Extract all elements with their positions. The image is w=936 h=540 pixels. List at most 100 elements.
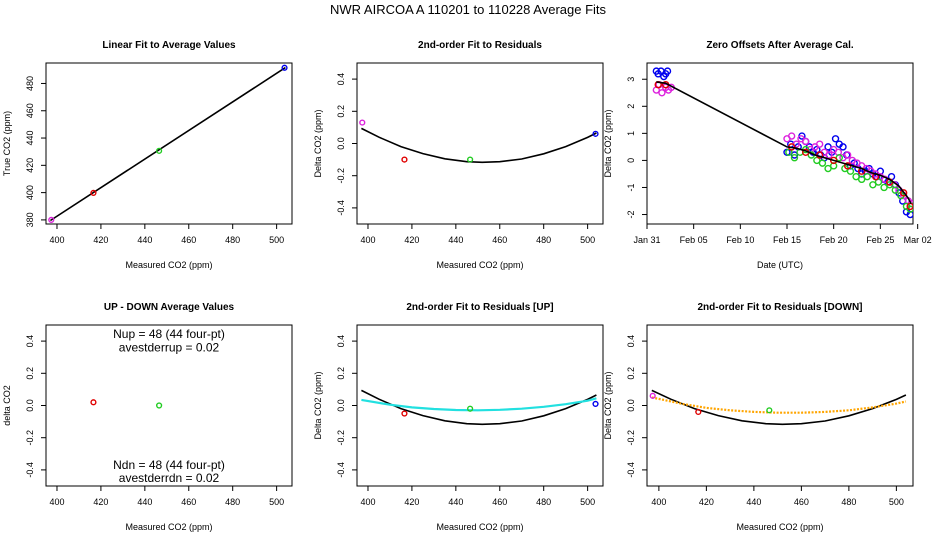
y-tick-label: 3 xyxy=(626,77,636,82)
data-point-blue xyxy=(824,143,832,151)
y-axis-label: delta CO2 xyxy=(2,385,12,426)
panel-p5: 2nd-order Fit to Residuals [UP] 400 420 440… xyxy=(313,302,604,532)
x-tick-label: 480 xyxy=(225,235,240,245)
y-axis-label: Delta CO2 (ppm) xyxy=(313,109,323,177)
x-tick-label: 400 xyxy=(49,497,64,507)
data-point-green xyxy=(156,402,163,409)
plot-area xyxy=(359,119,599,164)
fit-line-average-fit xyxy=(361,389,597,426)
x-tick-label: Mar 02 xyxy=(904,235,932,245)
x-tick-label: 500 xyxy=(889,497,904,507)
y-tick-label: 420 xyxy=(25,158,35,173)
y-tick-label: 0.0 xyxy=(626,399,636,412)
x-tick-label: Feb 05 xyxy=(680,235,708,245)
y-tick-label: 0 xyxy=(626,158,636,163)
y-tick-label: 0.4 xyxy=(336,335,346,348)
annotation: avestderrdn = 0.02 xyxy=(119,471,220,485)
data-point-green xyxy=(885,181,894,189)
y-tick-label: 1 xyxy=(626,131,636,136)
data-point-red xyxy=(90,189,97,196)
data-point-green xyxy=(891,186,899,194)
data-point-green xyxy=(467,156,474,163)
y-axis-label: Delta CO2 (ppm) xyxy=(603,109,613,177)
data-point-red xyxy=(90,399,97,406)
data-point-red xyxy=(899,189,908,197)
data-point-blue xyxy=(839,143,847,151)
x-tick-label: 400 xyxy=(360,235,375,245)
y-tick-label: 380 xyxy=(25,212,35,227)
plot-frame xyxy=(646,62,914,225)
y-tick-label: -1 xyxy=(626,183,636,191)
panel-p1: Linear Fit to Average Values 400 420 440 460… xyxy=(2,40,293,270)
data-point-red xyxy=(829,156,838,165)
x-axis-label: Measured CO2 (ppm) xyxy=(436,522,523,532)
panel-title: 2nd-order Fit to Residuals xyxy=(418,40,542,51)
x-tick-label: 460 xyxy=(492,235,507,245)
data-point-green xyxy=(906,205,913,213)
y-tick-label: -0.4 xyxy=(25,462,35,478)
annotation: Nup = 48 (44 four-pt) xyxy=(113,327,225,341)
data-point-magenta xyxy=(825,151,833,159)
data-point-blue xyxy=(831,135,840,143)
x-tick-label: 500 xyxy=(269,497,284,507)
x-tick-label: 420 xyxy=(404,235,419,245)
data-point-magenta xyxy=(815,140,824,148)
fit-line-up-fit xyxy=(361,397,597,412)
panel-title: 2nd-order Fit to Residuals [UP] xyxy=(406,302,553,313)
y-tick-label: 0.2 xyxy=(336,367,346,380)
data-point-red xyxy=(401,410,408,417)
x-tick-label: 480 xyxy=(536,235,551,245)
y-tick-label: -0.2 xyxy=(626,430,636,446)
plot-area xyxy=(361,389,599,426)
x-tick-label: 460 xyxy=(492,497,507,507)
annotation: avestderrup = 0.02 xyxy=(119,341,220,355)
plot-area xyxy=(652,67,913,219)
x-tick-label: 500 xyxy=(580,235,595,245)
x-tick-label: 460 xyxy=(794,497,809,507)
x-tick-label: 440 xyxy=(448,235,463,245)
y-tick-label: -0.4 xyxy=(336,462,346,478)
x-tick-label: 500 xyxy=(580,497,595,507)
data-point-magenta xyxy=(359,119,366,126)
y-tick-label: 0.4 xyxy=(626,335,636,348)
x-tick-label: 460 xyxy=(181,235,196,245)
data-point-magenta xyxy=(658,89,666,97)
data-point-green xyxy=(857,175,866,184)
x-axis-label: Measured CO2 (ppm) xyxy=(125,260,212,270)
data-point-green xyxy=(467,405,474,412)
fit-line-average-fit xyxy=(651,389,907,426)
x-tick-label: Feb 20 xyxy=(820,235,848,245)
y-tick-label: -0.2 xyxy=(25,430,35,446)
x-tick-label: Feb 10 xyxy=(726,235,754,245)
x-tick-label: 440 xyxy=(137,497,152,507)
data-point-green xyxy=(852,172,860,181)
y-tick-label: 0.0 xyxy=(336,137,346,150)
x-tick-label: 460 xyxy=(181,497,196,507)
x-tick-label: 400 xyxy=(651,497,666,507)
x-tick-label: 480 xyxy=(536,497,551,507)
x-tick-label: 400 xyxy=(49,235,64,245)
data-point-green xyxy=(156,147,163,154)
x-tick-label: Feb 15 xyxy=(773,235,801,245)
y-axis-label: Delta CO2 (ppm) xyxy=(313,371,323,439)
y-tick-label: -2 xyxy=(626,211,636,219)
panel-p4: UP - DOWN Average Values 400 420 440 460 480 5… xyxy=(2,302,293,532)
data-point-magenta xyxy=(801,137,810,146)
y-tick-label: -0.2 xyxy=(336,430,346,446)
data-point-magenta xyxy=(843,151,852,159)
fit-line-offset-trend xyxy=(656,81,912,205)
y-tick-label: 0.2 xyxy=(336,105,346,118)
data-point-green xyxy=(869,181,877,189)
y-tick-label: 0.2 xyxy=(626,367,636,380)
data-point-magenta xyxy=(787,132,796,140)
y-tick-label: 440 xyxy=(25,131,35,146)
data-point-blue xyxy=(663,67,672,75)
data-point-blue xyxy=(790,151,799,159)
y-tick-label: 0.2 xyxy=(25,367,35,380)
panel-p6: 2nd-order Fit to Residuals [DOWN] 400 420 4… xyxy=(603,302,914,532)
y-axis-label: Delta CO2 (ppm) xyxy=(603,371,613,439)
x-axis-label: Measured CO2 (ppm) xyxy=(436,260,523,270)
data-point-blue xyxy=(592,400,599,407)
figure-title: NWR AIRCOA A 110201 to 110228 Average Fi… xyxy=(330,2,607,17)
panel-title: Linear Fit to Average Values xyxy=(102,40,236,51)
